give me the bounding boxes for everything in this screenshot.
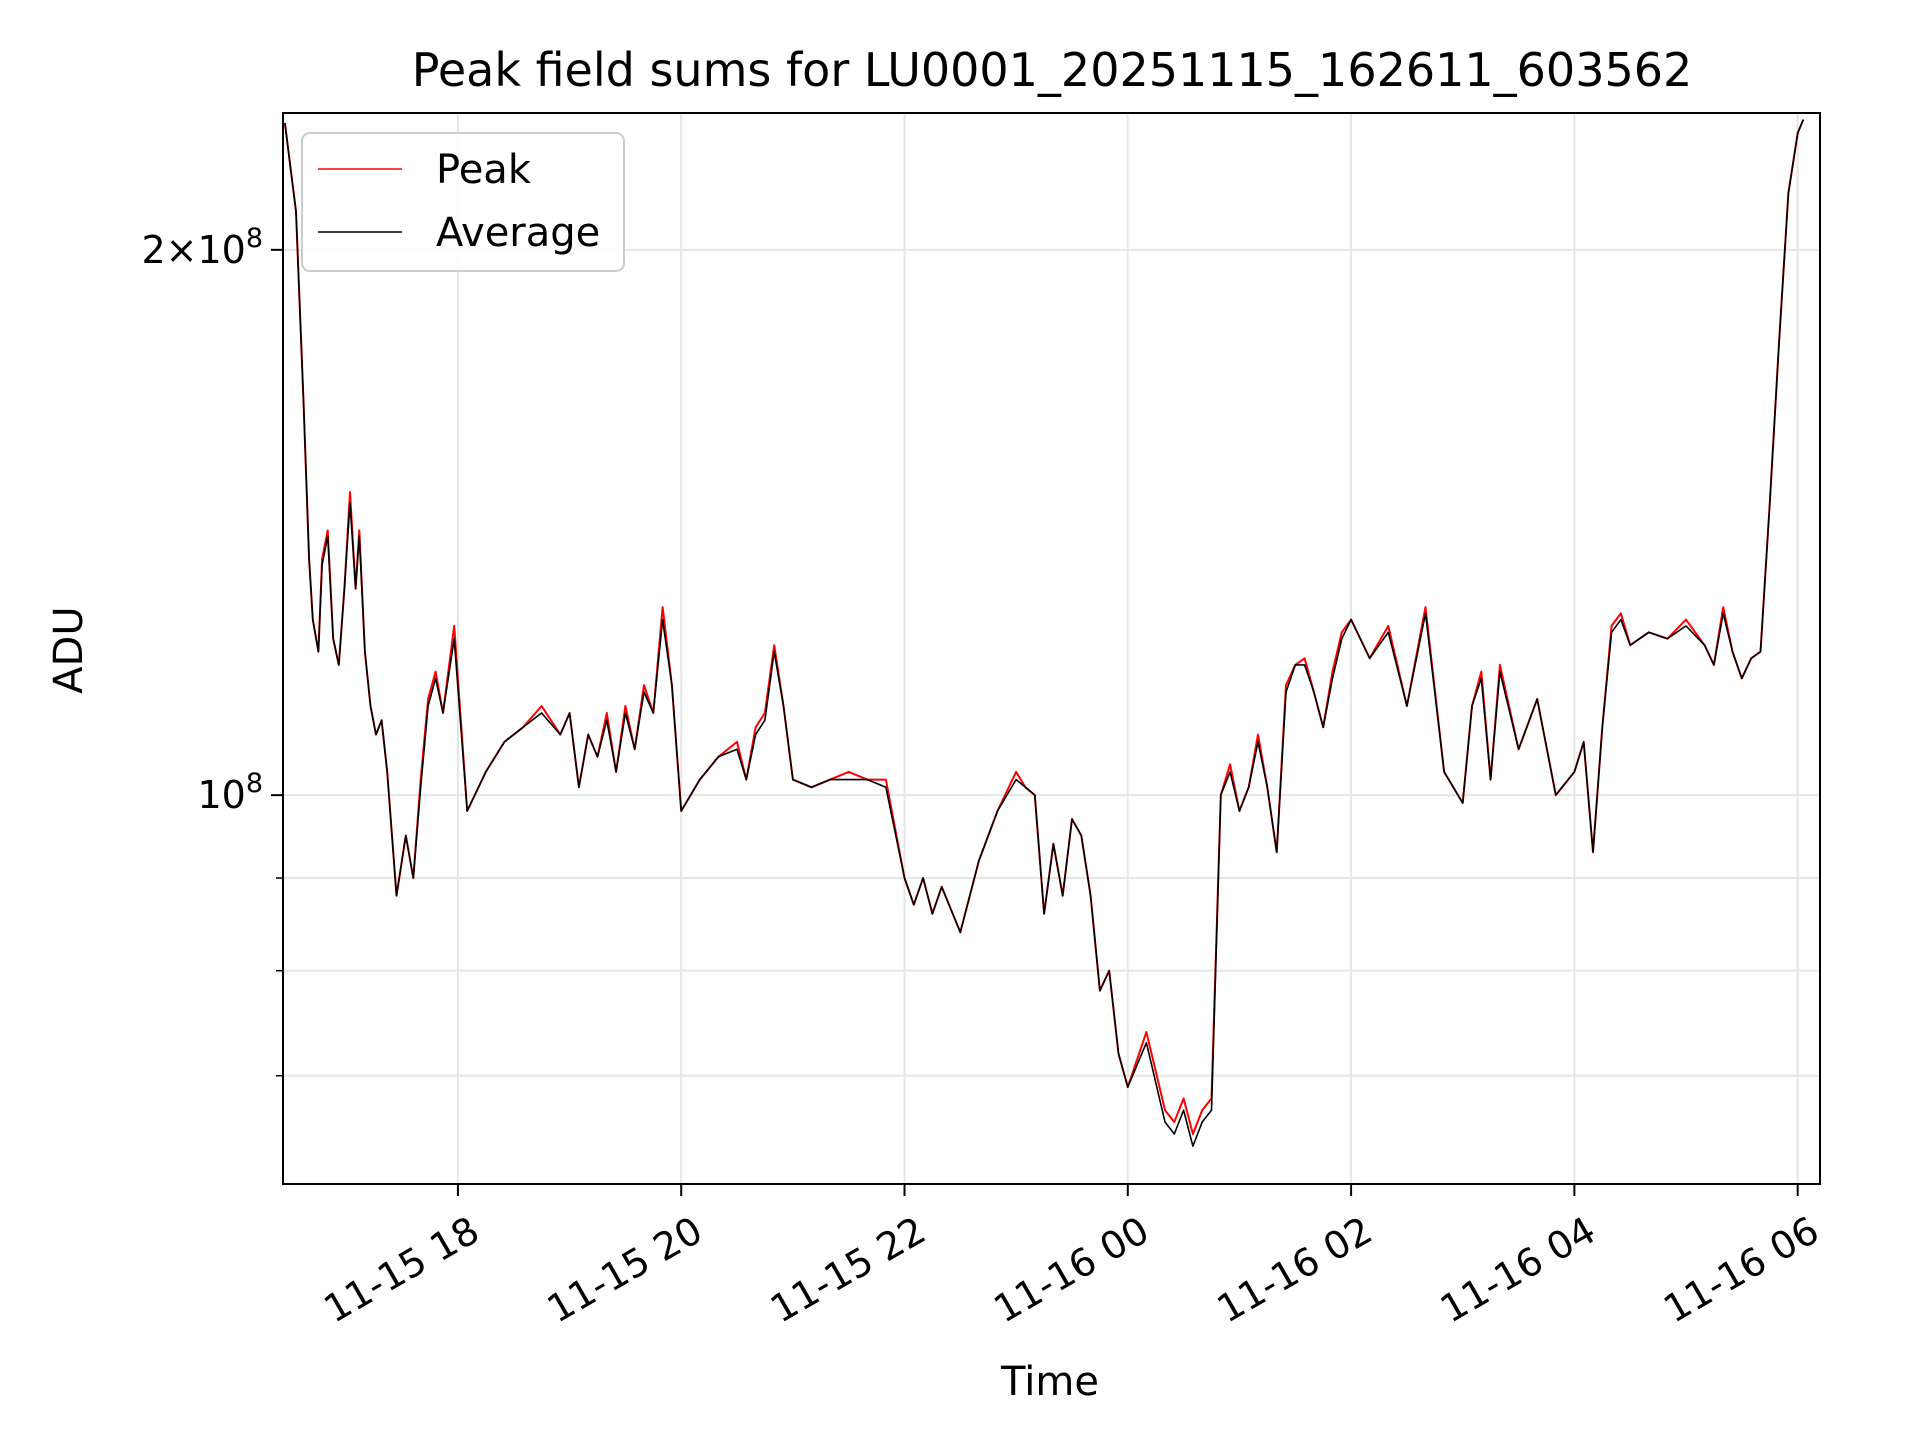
y-tick-exponent: 8: [246, 223, 263, 254]
series-line-average: [284, 119, 1805, 1147]
series-lines: [283, 119, 1805, 1147]
y-tick-base: 2×10: [141, 228, 245, 272]
y-tick-base: 10: [197, 773, 245, 817]
legend-label-peak: Peak: [436, 147, 532, 193]
y-tick-label: 108: [197, 768, 263, 817]
y-tick-exponent: 8: [246, 768, 263, 799]
legend-label-average: Average: [436, 210, 600, 256]
chart-title: Peak field sums for LU0001_20251115_1626…: [412, 43, 1693, 97]
plot-frame: [282, 112, 1821, 1185]
y-axis-label: ADU: [46, 606, 92, 693]
legend: Peak Average: [301, 132, 625, 272]
x-axis-label: Time: [1000, 1359, 1099, 1405]
legend-box: [301, 132, 625, 272]
y-tick-label: 2×108: [141, 223, 263, 272]
